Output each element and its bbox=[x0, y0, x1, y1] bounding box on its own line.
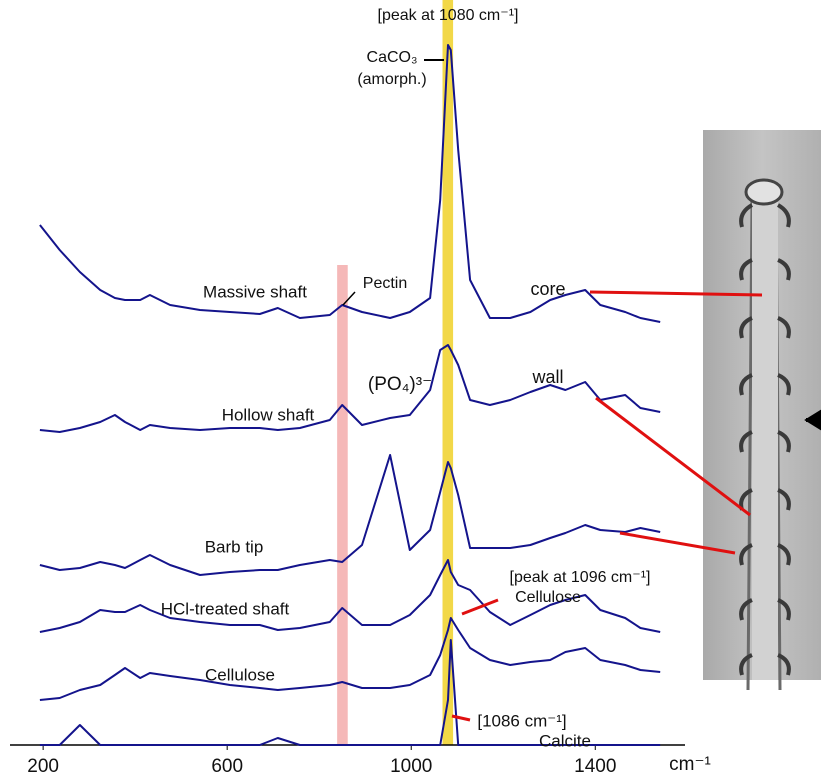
band bbox=[337, 265, 348, 745]
barbs bbox=[739, 203, 791, 676]
tip bbox=[744, 178, 784, 206]
series-label: Hollow shaft bbox=[222, 405, 315, 424]
annotation: [peak at 1096 cm⁻¹] bbox=[510, 569, 651, 586]
pointer-line bbox=[619, 531, 736, 555]
spectrum bbox=[39, 44, 661, 323]
micrograph bbox=[703, 130, 821, 691]
annotation: core bbox=[530, 279, 565, 299]
x-axis-label: cm⁻¹ bbox=[669, 754, 711, 775]
pointer-line bbox=[461, 598, 499, 616]
series-label: Barb tip bbox=[205, 537, 264, 556]
series-label: HCl-treated shaft bbox=[161, 599, 290, 618]
series-label: Massive shaft bbox=[203, 282, 307, 301]
shaft bbox=[752, 200, 778, 680]
arrow bbox=[804, 409, 821, 431]
band bbox=[442, 0, 454, 745]
annotation: Pectin bbox=[363, 275, 407, 292]
spectrum bbox=[39, 639, 661, 746]
plot: 200 600 1000 1400 cm⁻¹ Massive shaft Hollow sh… bbox=[10, 0, 711, 777]
x-tick-label: 200 bbox=[27, 756, 59, 777]
pointer-line bbox=[595, 396, 751, 517]
annotation: wall bbox=[531, 367, 563, 387]
x-tick-label: 1000 bbox=[390, 756, 432, 777]
series-label: Calcite bbox=[539, 731, 591, 750]
pointer-line bbox=[589, 290, 763, 297]
annotation: [1086 cm⁻¹] bbox=[477, 711, 566, 730]
pointer-line bbox=[451, 714, 471, 722]
spectrum bbox=[39, 344, 661, 433]
annotation: (PO₄)³⁻ bbox=[368, 374, 432, 395]
series-label: Cellulose bbox=[205, 665, 275, 684]
spectrum bbox=[39, 617, 661, 701]
leader-line bbox=[342, 291, 356, 306]
spectrum bbox=[39, 559, 661, 633]
annotation: Cellulose bbox=[515, 589, 581, 606]
x-tick-label: 600 bbox=[211, 756, 243, 777]
x-tick-label: 1400 bbox=[574, 756, 616, 777]
annotation: [peak at 1080 cm⁻¹] bbox=[378, 7, 519, 24]
annotation: (amorph.) bbox=[357, 71, 426, 88]
annotation: CaCO₃ bbox=[367, 49, 418, 66]
spectrum bbox=[39, 454, 661, 576]
